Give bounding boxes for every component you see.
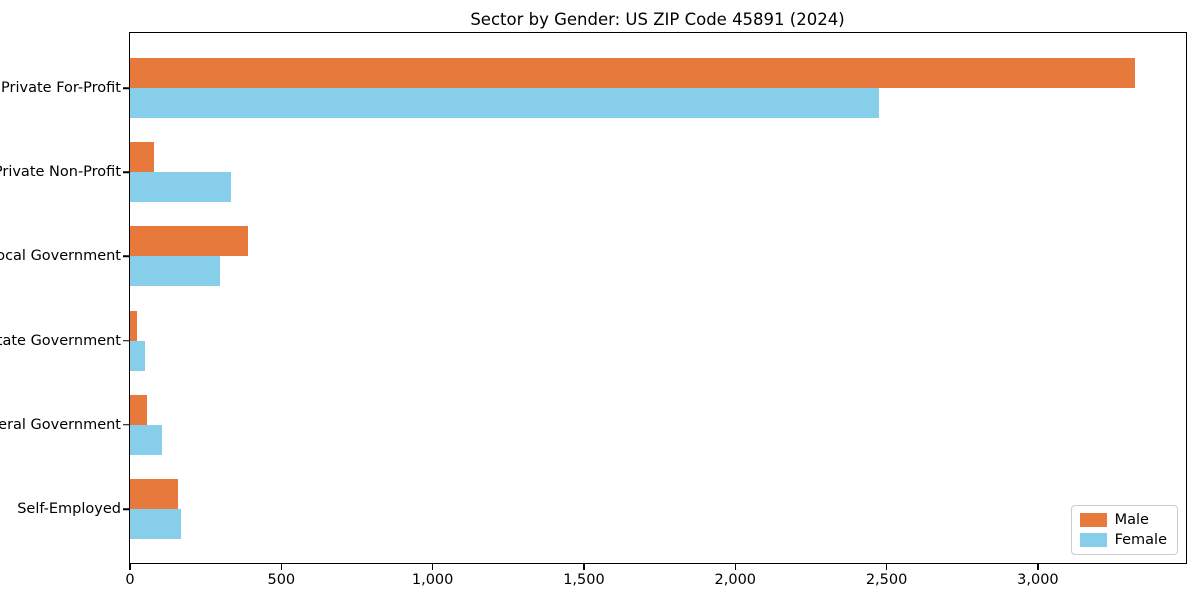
bar-male-5 [130,479,179,509]
x-axis-label: 500 [267,572,296,588]
legend-item: Male [1079,512,1167,528]
x-axis-tick [431,563,434,570]
legend-swatch-female [1079,532,1107,547]
bar-male-2 [130,226,249,257]
bar-female-4 [130,424,162,455]
bar-male-1 [130,142,155,173]
bar-male-4 [130,394,147,425]
x-axis-tick [583,563,585,570]
bar-female-0 [130,88,880,118]
y-axis-label: State Government [0,332,121,349]
y-axis-tick [123,87,129,89]
x-axis-label: 2,000 [714,572,757,588]
y-axis-label: Local Government [0,248,121,265]
bar-male-0 [130,58,1135,88]
y-axis-tick [123,255,129,258]
legend-item: Female [1079,531,1167,548]
x-axis-tick [885,563,888,570]
bar-male-3 [130,310,137,341]
bar-female-3 [130,340,146,371]
x-axis-tick [280,563,283,570]
y-axis-tick [123,171,129,173]
legend-swatch-male [1079,513,1107,528]
y-axis-tick [123,424,129,426]
chart-title: Sector by Gender: US ZIP Code 45891 (202… [470,10,845,29]
x-axis-tick [129,563,131,570]
bar-female-1 [130,172,232,203]
legend-label: Male [1114,512,1149,528]
y-axis-tick [123,508,129,510]
legend: Male Female [1070,505,1178,555]
y-axis-tick [123,339,129,342]
bar-female-5 [130,509,182,539]
x-axis-label: 2,500 [865,572,908,588]
plot-area [128,31,1187,564]
y-axis-label: Self-Employed [17,501,121,517]
x-axis-label: 1,000 [411,572,454,588]
x-axis-label: 0 [125,572,135,588]
legend-label: Female [1114,531,1167,548]
x-axis-tick [734,563,737,570]
y-axis-label: Federal Government [0,416,121,433]
bar-female-2 [130,256,220,287]
x-axis-label: 3,000 [1017,572,1059,588]
y-axis-label: Private For-Profit [1,80,121,96]
x-axis-label: 1,500 [563,572,605,588]
y-axis-label: Private Non-Profit [0,164,121,181]
x-axis-tick [1037,563,1039,570]
